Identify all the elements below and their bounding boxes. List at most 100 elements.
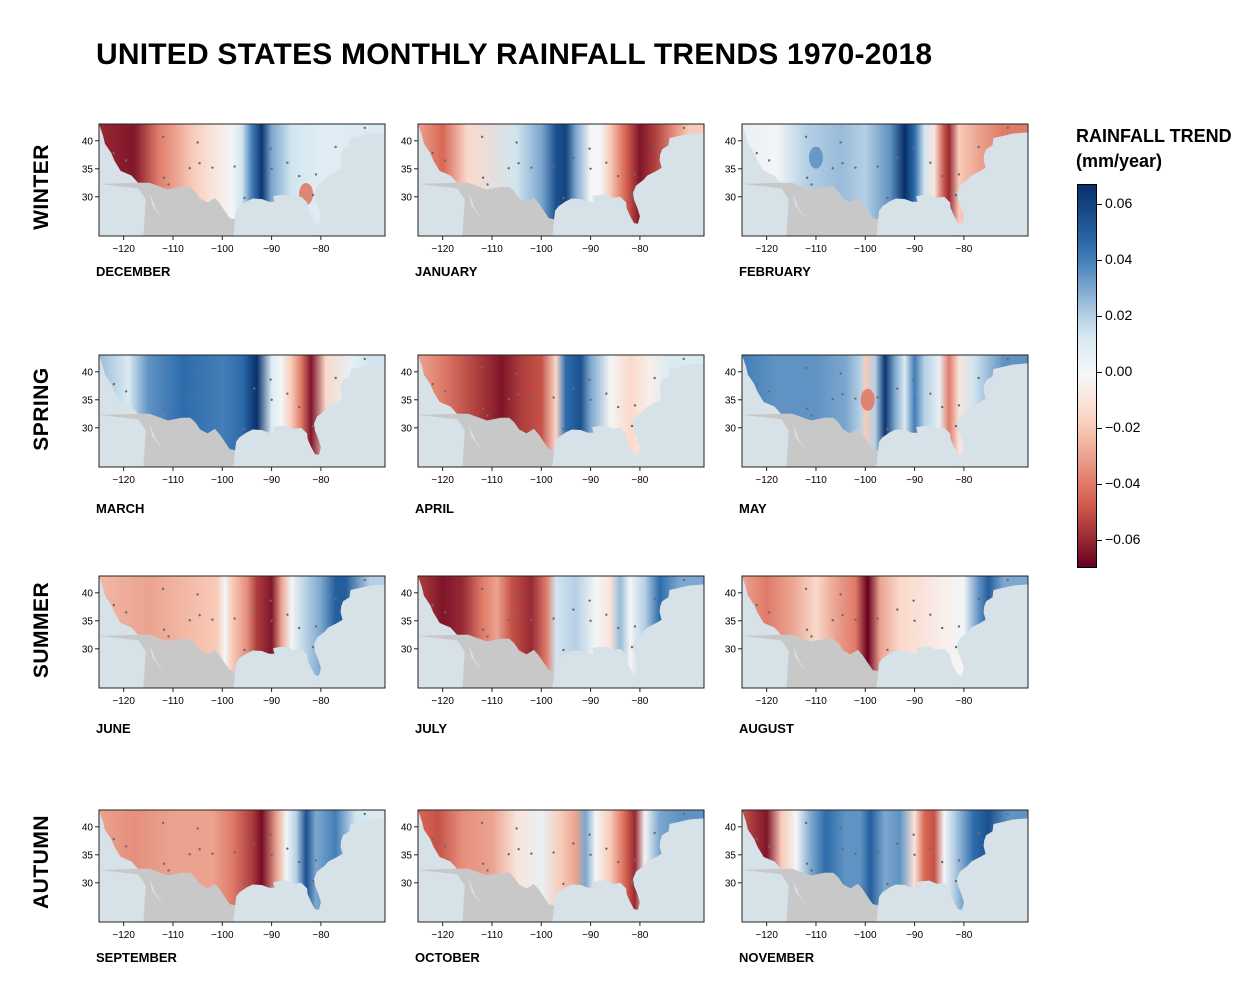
x-tick-label: −80	[631, 475, 648, 486]
colorbar-tick-mark	[1097, 260, 1102, 261]
y-tick-label: 35	[82, 616, 94, 627]
x-tick-label: −80	[312, 696, 329, 707]
map-frame-content	[418, 355, 704, 467]
y-tick-label: 40	[725, 588, 737, 599]
x-tick-label: −90	[582, 696, 599, 707]
station-dot	[605, 161, 608, 164]
y-tick-label: 30	[401, 644, 413, 655]
station-dot	[161, 587, 165, 591]
map-frame-content	[742, 810, 1028, 922]
station-dot	[124, 845, 128, 848]
y-tick-label: 40	[401, 822, 413, 833]
station-dot	[841, 393, 844, 396]
y-tick-label: 30	[82, 644, 94, 655]
x-tick-label: −90	[263, 244, 280, 255]
station-dot	[1006, 357, 1009, 361]
x-tick-label: −80	[312, 244, 329, 255]
month-label-february: FEBRUARY	[739, 264, 811, 279]
map-november: −120 −110 −100 −90 −80 30 35 40	[725, 809, 1029, 941]
map-border	[98, 575, 386, 689]
station-dot	[486, 635, 489, 638]
x-tick-label: −120	[112, 475, 135, 486]
x-tick-label: −120	[431, 696, 454, 707]
station-dot	[480, 135, 484, 139]
station-dot	[886, 196, 889, 200]
station-dot	[196, 827, 199, 830]
map-frame-content	[99, 810, 385, 922]
y-tick-label: 40	[82, 588, 94, 599]
station-dot	[977, 376, 980, 380]
y-tick-label: 40	[725, 367, 737, 378]
x-tick-label: −110	[805, 475, 827, 486]
map-border	[98, 809, 386, 923]
station-dot	[810, 414, 813, 417]
y-tick-label: 35	[401, 164, 413, 175]
colorbar-tick-mark	[1097, 316, 1102, 317]
station-dot	[977, 597, 980, 601]
colorbar-tick-label: −0.06	[1105, 531, 1141, 547]
station-dot	[957, 173, 961, 176]
station-dot	[854, 618, 857, 621]
station-dot	[562, 196, 565, 200]
map-border	[417, 575, 705, 689]
station-dot	[517, 848, 520, 851]
x-tick-label: −110	[481, 475, 503, 486]
station-dot	[630, 424, 634, 428]
map-april: −120 −110 −100 −90 −80 30 35 40	[401, 354, 705, 486]
station-dot	[298, 405, 301, 409]
month-label-april: APRIL	[415, 501, 454, 516]
colorbar-tick-label: −0.02	[1105, 419, 1141, 435]
station-dot	[298, 860, 301, 864]
station-dot	[810, 869, 813, 872]
station-dot	[286, 613, 289, 616]
station-dot	[841, 848, 844, 851]
station-dot	[804, 366, 808, 370]
map-border	[741, 354, 1029, 468]
station-dot	[167, 869, 170, 872]
y-tick-label: 30	[401, 192, 413, 203]
map-february: −120 −110 −100 −90 −80 30 35 40	[725, 123, 1029, 255]
x-tick-label: −100	[854, 696, 877, 707]
season-label-spring: SPRING	[30, 367, 53, 451]
station-dot	[311, 193, 315, 197]
station-dot	[630, 645, 634, 649]
y-tick-label: 35	[401, 616, 413, 627]
station-dot	[443, 611, 447, 614]
station-dot	[270, 619, 273, 622]
station-dot	[314, 859, 318, 862]
station-dot	[755, 382, 758, 386]
mexico-land	[742, 413, 879, 467]
station-dot	[363, 357, 366, 361]
colorbar-tick-label: −0.04	[1105, 475, 1141, 491]
mexico-land	[99, 868, 236, 922]
x-tick-label: −80	[955, 930, 972, 941]
station-dot	[443, 390, 447, 393]
colorbar-tick-mark	[1097, 484, 1102, 485]
station-dot	[804, 821, 808, 825]
station-dot	[605, 392, 608, 395]
x-tick-label: −100	[530, 930, 553, 941]
map-border	[741, 809, 1029, 923]
station-dot	[941, 405, 944, 409]
station-dot	[589, 398, 592, 401]
map-panel-june: −120 −110 −100 −90 −80 30 35 40	[82, 575, 386, 710]
station-dot	[588, 378, 591, 381]
station-dot	[896, 608, 899, 611]
station-dot	[233, 851, 236, 854]
station-dot	[161, 821, 165, 825]
map-august: −120 −110 −100 −90 −80 30 35 40	[725, 575, 1029, 707]
x-tick-label: −120	[112, 930, 135, 941]
x-tick-label: −110	[162, 475, 184, 486]
station-dot	[977, 145, 980, 149]
y-tick-label: 30	[82, 878, 94, 889]
month-label-january: JANUARY	[415, 264, 478, 279]
map-june: −120 −110 −100 −90 −80 30 35 40	[82, 575, 386, 707]
station-dot	[605, 613, 608, 616]
station-dot	[896, 156, 899, 159]
station-dot	[854, 852, 857, 855]
station-dot	[112, 151, 115, 155]
y-tick-label: 40	[725, 136, 737, 147]
station-dot	[363, 812, 366, 816]
station-dot	[269, 599, 272, 602]
station-dot	[805, 862, 809, 865]
